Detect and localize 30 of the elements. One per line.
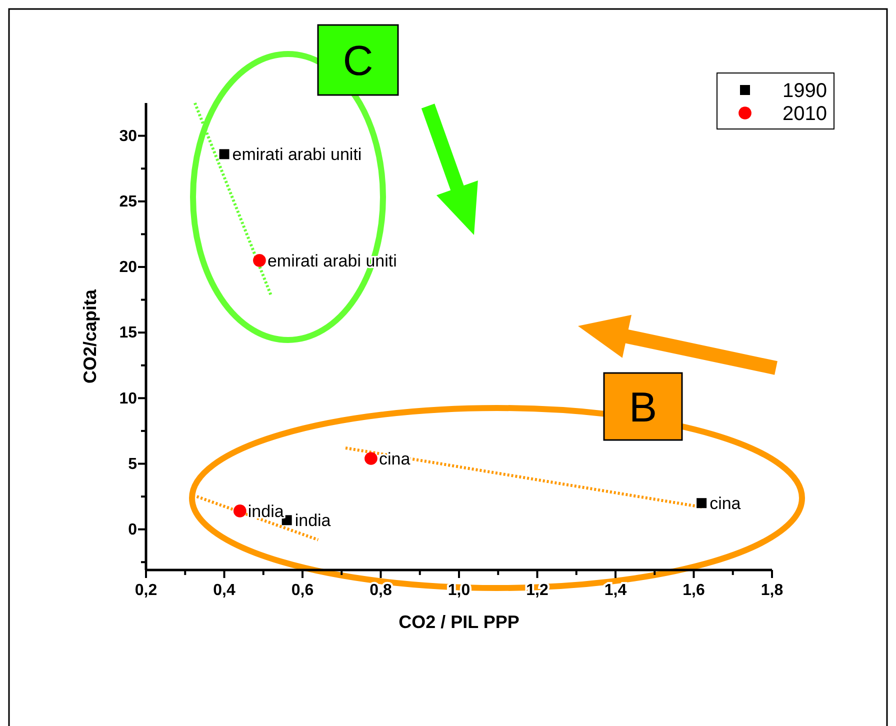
y-tick-label: 10 [119, 390, 138, 408]
y-tick-label: 5 [128, 456, 138, 473]
y-tick-label: 20 [119, 259, 138, 276]
legend-label: 1990 [782, 80, 827, 102]
annotation: india [294, 511, 332, 530]
x-tick-label: 0,4 [213, 582, 236, 599]
annotation: cina [710, 494, 742, 514]
legend-label: 2010 [782, 103, 827, 125]
x-tick-label: 1,4 [604, 582, 627, 599]
x-tick-label: 1,8 [760, 582, 784, 599]
text: C [342, 37, 374, 84]
point [364, 452, 378, 465]
y-tick-label: 30 [119, 128, 138, 145]
y-tick-label: 25 [119, 194, 138, 211]
point [696, 498, 707, 508]
x-axis-title: CO2 / PIL PPP [398, 612, 520, 632]
x-tick-label: 0,8 [370, 582, 392, 599]
point [219, 149, 230, 160]
annotation: india [248, 502, 284, 521]
point [233, 504, 246, 518]
point [253, 254, 266, 267]
x-tick-label: 1,6 [682, 582, 705, 599]
annotation: B [628, 384, 658, 430]
annotation: emirati arabi uniti [232, 145, 362, 164]
annotation: cina [378, 449, 411, 468]
x-tick-label: 0,6 [291, 582, 314, 599]
y-axis-title: CO2/capita [80, 288, 100, 384]
x-tick-label: 0,2 [134, 582, 158, 599]
y-tick-label: 0 [128, 521, 138, 538]
y-tick-label: 15 [119, 324, 138, 342]
